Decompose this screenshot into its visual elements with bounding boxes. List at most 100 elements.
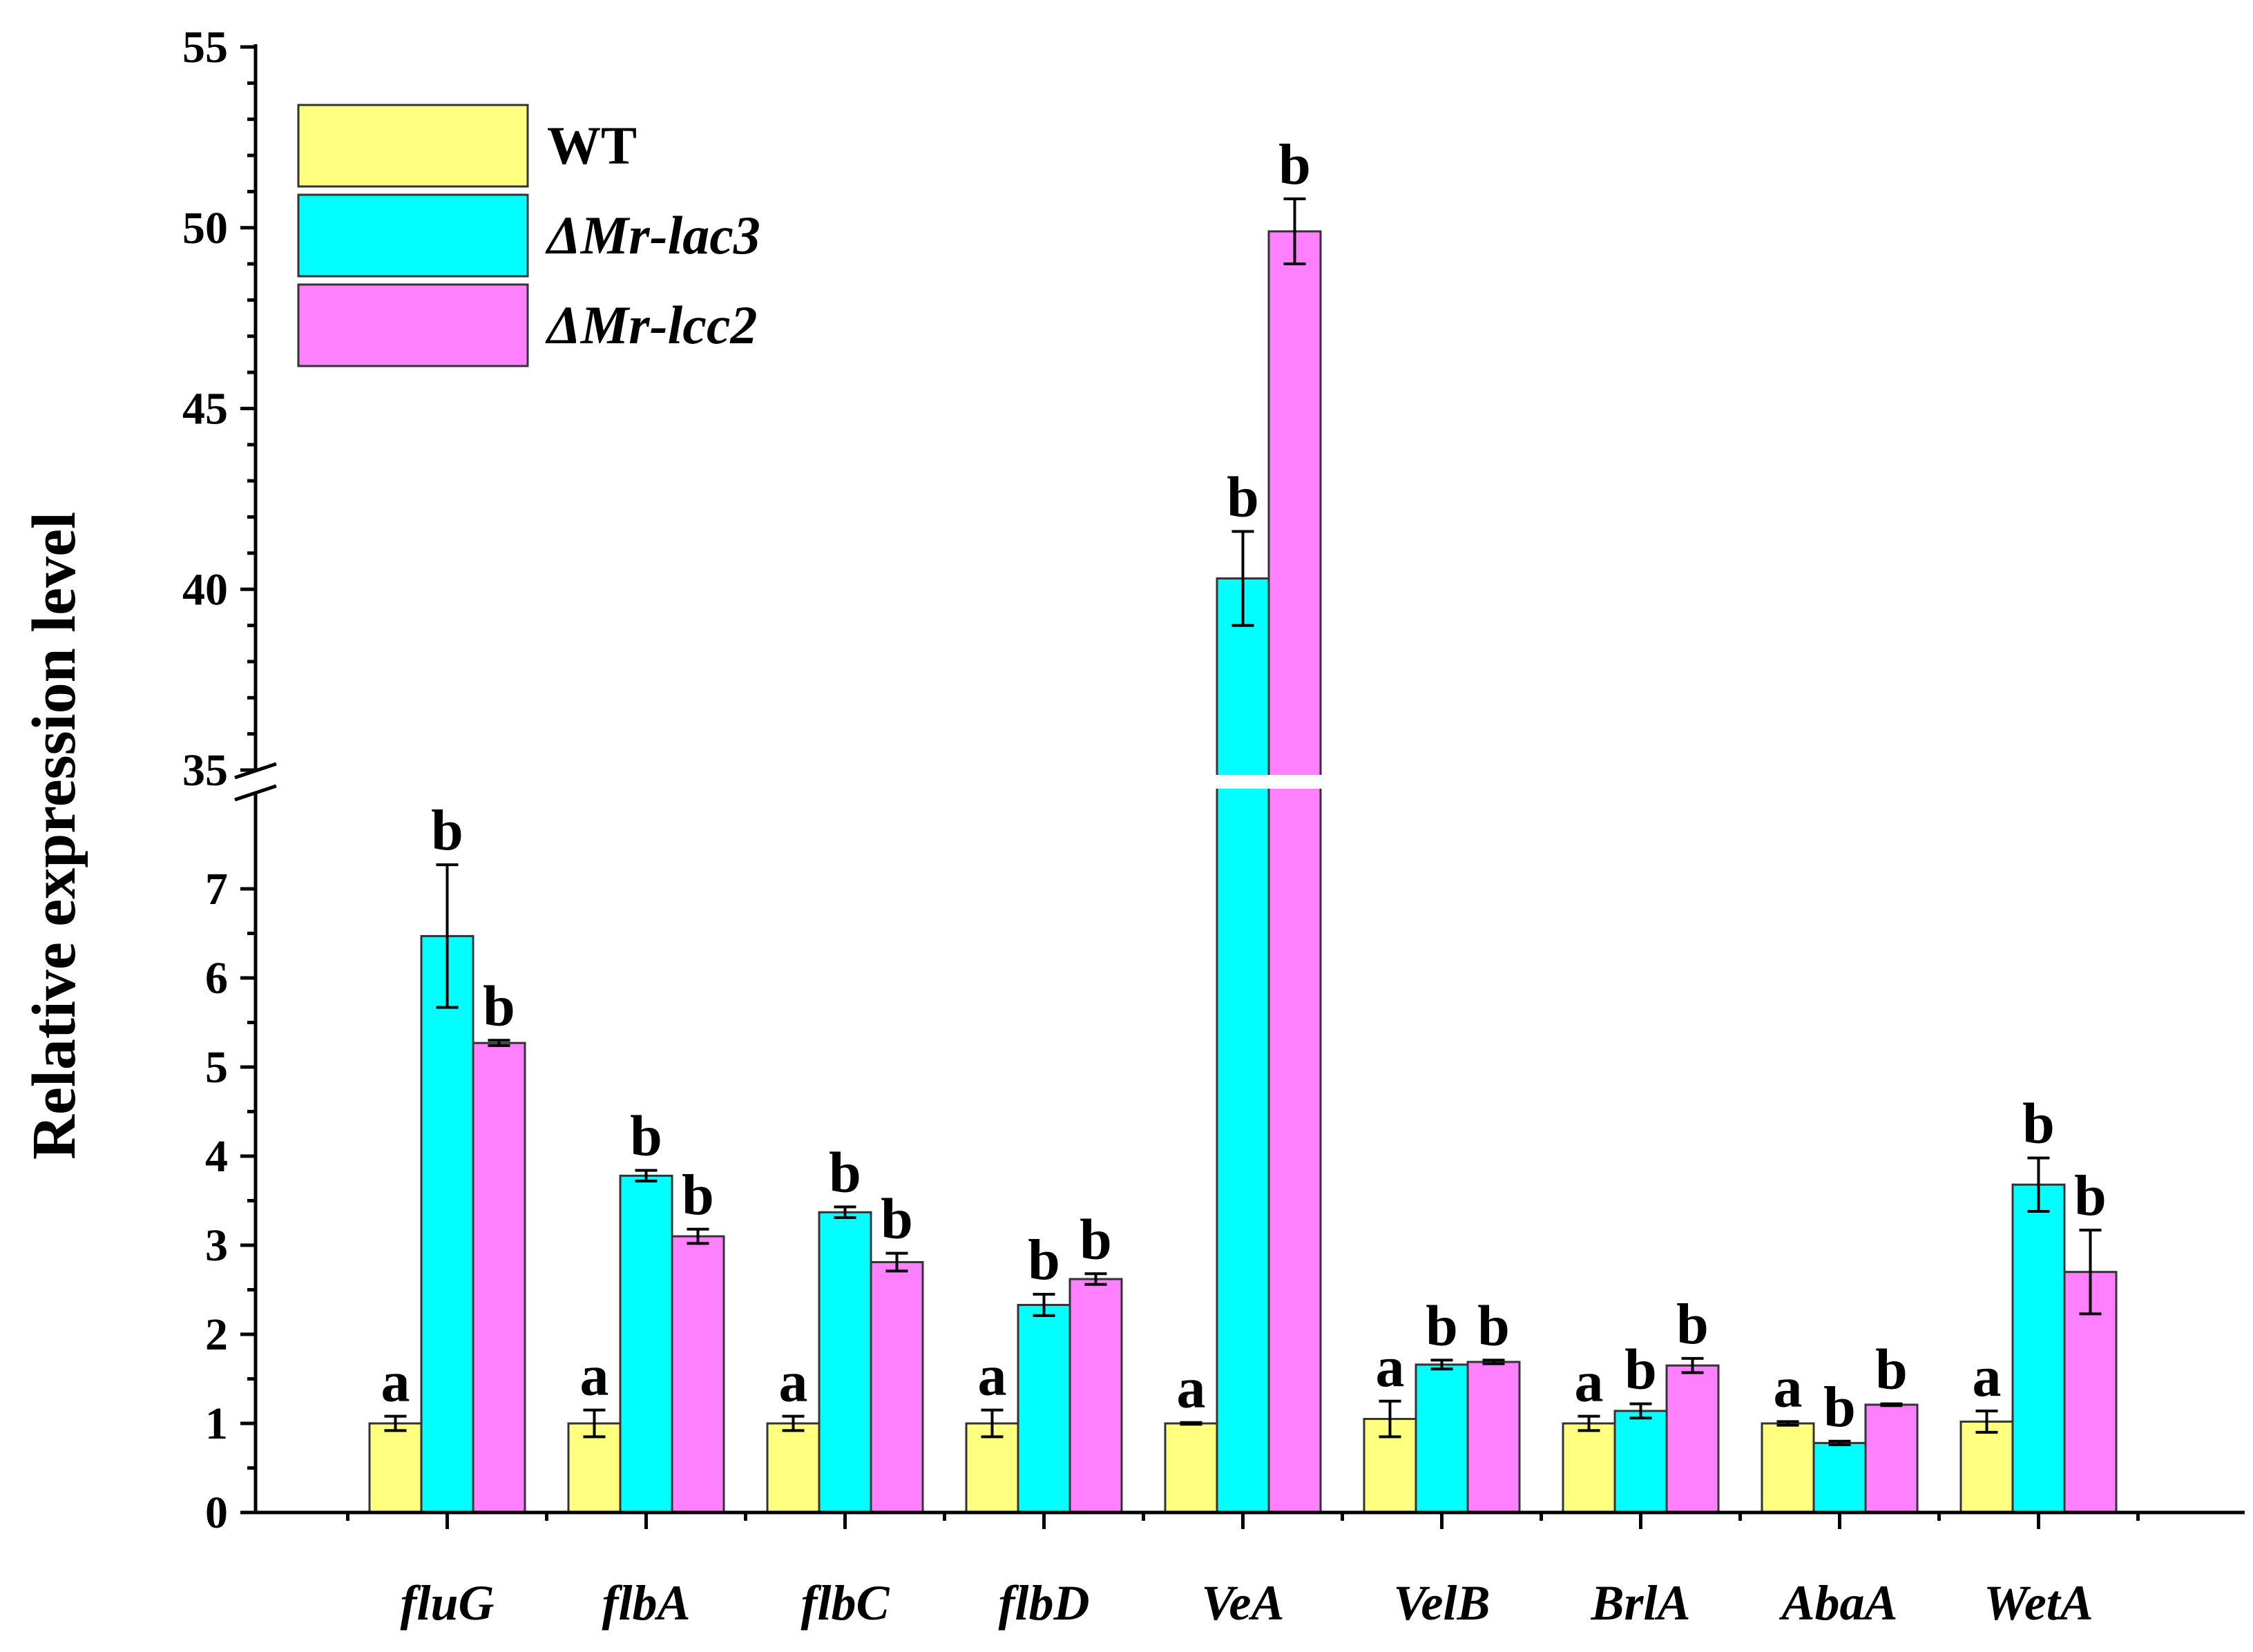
bar-fluG-0 <box>368 1422 423 1514</box>
error-bar-VeA-2 <box>1283 197 1306 266</box>
bars-layer <box>368 197 2118 1514</box>
error-bar-flbC-2 <box>885 1251 908 1273</box>
y-tick-label: 55 <box>182 22 228 73</box>
error-bar-BrlA-1 <box>1629 1402 1652 1420</box>
significance-label: a <box>580 1344 609 1408</box>
y-tick-label: 5 <box>205 1042 228 1093</box>
significance-label: b <box>2022 1092 2055 1156</box>
bar-fluG-1 <box>420 934 474 1514</box>
legend-label-1: ΔMr-lac3 <box>545 205 760 265</box>
significance-label: a <box>1177 1356 1206 1421</box>
y-tick-label: 45 <box>182 384 228 434</box>
significance-label: b <box>881 1187 913 1251</box>
error-bar-AbaA-0 <box>1776 1420 1799 1427</box>
bar-flbA-2 <box>671 1235 725 1514</box>
bar-flbC-0 <box>766 1422 821 1514</box>
significance-label: a <box>1774 1355 1803 1419</box>
significance-label: b <box>1278 133 1311 197</box>
legend-swatch-1 <box>297 193 529 278</box>
y-tick-label: 7 <box>205 864 228 914</box>
x-tick-label-flbC: flbC <box>800 1575 890 1631</box>
error-bar-VeA-1 <box>1231 530 1254 627</box>
significance-label: b <box>2074 1164 2107 1228</box>
legend-label-2: ΔMr-lcc2 <box>545 295 758 355</box>
y-tick-label: 3 <box>205 1220 228 1271</box>
error-bar-fluG-1 <box>436 863 459 1009</box>
x-tick-label-AbaA: AbaA <box>1779 1575 1897 1631</box>
bar-flbD-1 <box>1017 1303 1071 1514</box>
error-bar-flbA-2 <box>687 1227 709 1245</box>
significance-label: b <box>1028 1228 1060 1292</box>
y-tick-label: 40 <box>182 564 228 615</box>
bar-flbC-2 <box>870 1261 924 1514</box>
error-bar-fluG-2 <box>488 1039 510 1048</box>
error-bar-AbaA-1 <box>1828 1439 1851 1446</box>
error-bar-flbD-0 <box>981 1408 1004 1439</box>
significance-label: a <box>779 1350 808 1414</box>
bar-BrlA-1 <box>1613 1410 1668 1514</box>
significance-label: b <box>1227 465 1259 529</box>
bar-VelB-2 <box>1466 1361 1521 1514</box>
error-bar-flbD-1 <box>1033 1292 1055 1317</box>
bar-BrlA-2 <box>1665 1364 1720 1514</box>
y-tick-label: 4 <box>205 1131 228 1182</box>
significance-label: b <box>682 1163 714 1227</box>
bar-VelB-1 <box>1415 1363 1469 1514</box>
legend-swatch-0 <box>297 104 529 188</box>
error-bar-VeA-0 <box>1180 1421 1202 1426</box>
significance-label: b <box>1080 1207 1112 1271</box>
bar-fluG-2 <box>472 1041 526 1514</box>
x-tick-label-flbD: flbD <box>999 1575 1090 1631</box>
error-bar-WetA-1 <box>2027 1156 2050 1213</box>
significance-label: b <box>1875 1338 1908 1402</box>
x-tick-label-flbA: flbA <box>602 1575 690 1631</box>
y-tick-label: 0 <box>205 1488 228 1538</box>
error-bar-VelB-2 <box>1482 1358 1505 1365</box>
significance-label: b <box>1426 1294 1458 1358</box>
significance-label: a <box>381 1350 410 1414</box>
significance-label: b <box>1477 1294 1510 1358</box>
significance-label: a <box>1376 1335 1405 1399</box>
error-bar-flbA-1 <box>635 1169 658 1183</box>
significance-label: b <box>483 974 515 1038</box>
significance-label: b <box>431 798 463 863</box>
x-tick-label-fluG: fluG <box>400 1575 494 1631</box>
axis-lines <box>234 44 2245 1529</box>
error-bar-WetA-0 <box>1975 1409 1998 1434</box>
y-tick-label: 2 <box>205 1309 228 1360</box>
legend-label-0: WT <box>547 115 637 175</box>
axis-break-gap <box>1266 775 1323 789</box>
significance-label: b <box>829 1141 861 1205</box>
significance-label: b <box>1676 1292 1709 1356</box>
y-axis-label: Relative expression level <box>20 512 88 1160</box>
y-tick-label: 50 <box>182 203 228 253</box>
error-bar-fluG-0 <box>384 1414 407 1432</box>
bar-AbaA-0 <box>1761 1422 1815 1514</box>
bar-AbaA-1 <box>1812 1441 1867 1514</box>
significance-label: a <box>1575 1350 1604 1414</box>
significance-label: b <box>1624 1338 1657 1402</box>
significance-label: a <box>978 1344 1007 1408</box>
error-bar-flbA-0 <box>583 1408 606 1439</box>
legend: WT ΔMr-lac3 ΔMr-lcc2 <box>297 104 760 367</box>
error-bar-BrlA-0 <box>1578 1414 1600 1432</box>
bar-VeA-1 <box>1216 577 1270 1514</box>
significance-label: b <box>630 1104 662 1169</box>
bar-flbC-1 <box>818 1211 872 1514</box>
significance-label: a <box>1973 1345 2002 1409</box>
error-bar-VelB-0 <box>1379 1399 1401 1439</box>
y-tick-label: 6 <box>205 953 228 1003</box>
bar-WetA-1 <box>2011 1183 2066 1514</box>
bar-VeA-2 <box>1267 230 1322 1514</box>
bar-flbD-2 <box>1068 1278 1123 1514</box>
axis-break-gap <box>1214 775 1272 789</box>
x-tick-label-VelB: VelB <box>1393 1575 1490 1631</box>
x-tick-label-VeA: VeA <box>1201 1575 1284 1631</box>
error-bar-AbaA-2 <box>1880 1402 1903 1408</box>
bar-flbA-1 <box>619 1174 673 1514</box>
significance-label: b <box>1823 1375 1856 1439</box>
error-bar-VelB-1 <box>1430 1358 1453 1371</box>
error-bar-flbC-1 <box>834 1205 856 1220</box>
